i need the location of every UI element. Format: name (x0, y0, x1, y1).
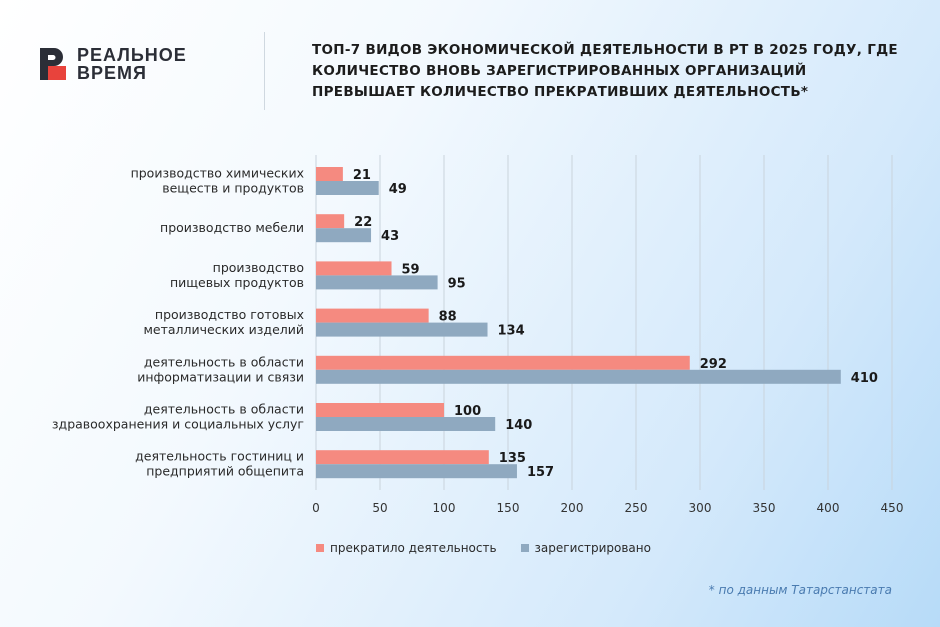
category-label-5: деятельность в области здравоохранения и … (52, 402, 304, 432)
x-tick-label-100: 100 (433, 501, 456, 515)
x-tick-label-400: 400 (817, 501, 840, 515)
bar-closed-4 (316, 355, 690, 370)
x-tick-label-200: 200 (561, 501, 584, 515)
category-label-line: деятельность в области (144, 354, 304, 369)
x-tick-label-350: 350 (753, 501, 776, 515)
brand-logo-icon (40, 48, 66, 80)
value-label-closed-1: 22 (354, 215, 372, 230)
category-label-line: веществ и продуктов (162, 181, 304, 196)
x-tick-label-250: 250 (625, 501, 648, 515)
legend-swatch-registered (520, 544, 529, 552)
x-tick-label-0: 0 (312, 501, 320, 515)
bar-registered-4 (316, 369, 841, 384)
bar-closed-1 (316, 214, 345, 229)
category-label-line: деятельность гостиниц и (135, 449, 304, 464)
brand-name: РЕАЛЬНОЕ ВРЕМЯ (77, 46, 187, 82)
value-label-registered-4: 410 (851, 371, 878, 386)
category-label-line: производство готовых (155, 307, 304, 322)
value-label-registered-0: 49 (389, 182, 407, 197)
category-label-2: производство пищевых продуктов (170, 260, 304, 290)
legend-label-closed: прекратило деятельность (330, 541, 497, 555)
chart-title: ТОП-7 ВИДОВ ЭКОНОМИЧЕСКОЙ ДЕЯТЕЛЬНОСТИ В… (312, 42, 898, 100)
bar-closed-3 (316, 308, 429, 323)
value-label-registered-3: 134 (498, 324, 525, 339)
category-label-line: здравоохранения и социальных услуг (52, 417, 304, 432)
bar-registered-0 (316, 181, 379, 195)
source-footnote: * по данным Татарстанстата (708, 583, 892, 597)
value-label-registered-5: 140 (505, 418, 532, 433)
legend-label-registered: зарегистрировано (534, 541, 651, 555)
label-layer: 0 50 100 150 200 250 300 350 400 450 производство … (52, 166, 904, 516)
bar-closed-2 (316, 261, 392, 276)
bar-closed-0 (316, 167, 343, 181)
value-label-closed-3: 88 (439, 310, 457, 325)
category-label-3: производство готовых металлических издели… (144, 307, 305, 337)
bar-closed-5 (316, 403, 444, 417)
category-label-line: информатизации и связи (137, 369, 304, 384)
value-label-registered-2: 95 (448, 276, 466, 291)
x-tick-label-300: 300 (689, 501, 712, 515)
legend-item-registered: зарегистрировано (520, 541, 651, 555)
bar-closed-6 (316, 450, 489, 465)
value-label-closed-2: 59 (402, 262, 420, 277)
category-label-6: деятельность гостиниц и предприятий общеп… (135, 449, 304, 479)
category-label-line: производство (213, 260, 304, 275)
x-tick-label-450: 450 (881, 501, 904, 515)
category-label-0: производство химических веществ и продукт… (131, 166, 304, 196)
x-tick-label-50: 50 (372, 501, 387, 515)
category-label-line: предприятий общепита (146, 464, 304, 479)
brand-name-line2: ВРЕМЯ (77, 63, 147, 83)
value-label-registered-1: 43 (381, 229, 399, 244)
legend-item-closed: прекратило деятельность (316, 541, 497, 555)
value-label-closed-5: 100 (454, 404, 481, 419)
category-label-1: производство мебели (160, 220, 304, 235)
bar-registered-6 (316, 464, 517, 479)
legend-swatch-closed (316, 544, 324, 552)
value-label-closed-0: 21 (353, 168, 371, 183)
bar-registered-3 (316, 322, 488, 337)
value-label-closed-6: 135 (499, 451, 526, 466)
value-label-closed-4: 292 (700, 357, 727, 372)
chart-legend: прекратило деятельность зарегистрировано (316, 541, 675, 555)
bar-layer (316, 167, 841, 479)
header-divider (264, 32, 265, 110)
brand-name-line1: РЕАЛЬНОЕ (77, 45, 187, 65)
brand-logo: РЕАЛЬНОЕ ВРЕМЯ (38, 46, 187, 82)
category-label-4: деятельность в области информатизации и с… (137, 354, 304, 384)
category-label-line: металлических изделий (144, 322, 305, 337)
bar-registered-2 (316, 275, 438, 290)
category-label-line: деятельность в области (144, 402, 304, 417)
x-tick-label-150: 150 (497, 501, 520, 515)
bar-registered-5 (316, 417, 496, 431)
bar-registered-1 (316, 228, 372, 243)
category-label-line: производство химических (131, 166, 304, 181)
category-label-line: производство мебели (160, 220, 304, 235)
value-label-registered-6: 157 (527, 465, 554, 480)
category-label-line: пищевых продуктов (170, 275, 304, 290)
